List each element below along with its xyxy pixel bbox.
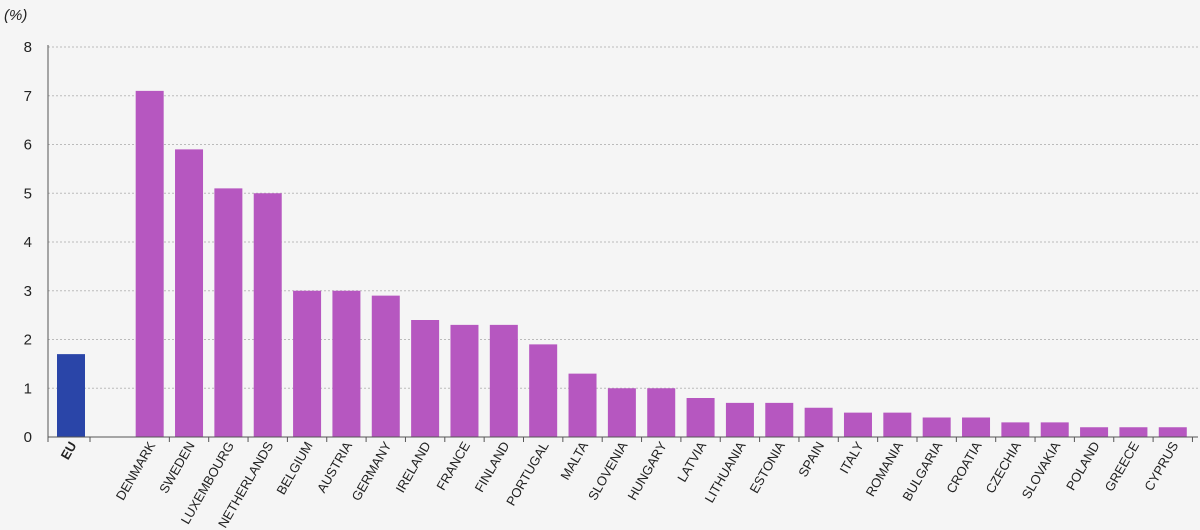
x-category-label: EU	[58, 439, 80, 462]
x-category-label: SPAIN	[795, 439, 827, 479]
y-tick-label: 3	[24, 283, 32, 300]
y-axis-unit-label: (%)	[4, 7, 27, 24]
bar-eu	[57, 354, 85, 437]
bar-sweden	[175, 149, 204, 437]
x-category-label: MALTA	[557, 439, 591, 483]
x-category-label: DENMARK	[113, 439, 159, 503]
bar-romania	[883, 412, 912, 437]
bar-luxembourg	[214, 188, 243, 437]
x-category-label: ITALY	[836, 439, 866, 476]
bar-slovenia	[607, 388, 636, 437]
x-category-label: CZECHIA	[982, 439, 1024, 496]
axes	[47, 45, 1198, 442]
x-category-label: CROATIA	[943, 439, 985, 496]
y-axis-tick-labels: 0 1 2 3 4 5 6 7 8	[24, 39, 32, 446]
bar-portugal	[529, 344, 558, 437]
bars	[57, 90, 1187, 437]
x-category-label: IRELAND	[393, 439, 434, 495]
bar-croatia	[962, 417, 991, 437]
x-category-label: SWEDEN	[156, 439, 198, 496]
x-category-label: AUSTRIA	[314, 439, 355, 496]
x-category-label: GERMANY	[349, 439, 395, 504]
y-tick-label: 2	[24, 332, 32, 349]
bar-netherlands	[253, 193, 282, 437]
bar-czechia	[1001, 422, 1030, 437]
bar-estonia	[765, 402, 794, 437]
y-tick-label: 6	[24, 137, 32, 154]
x-category-label: BULGARIA	[899, 439, 945, 504]
y-tick-label: 0	[24, 429, 32, 446]
x-category-label: BELGIUM	[273, 439, 315, 497]
x-category-label: SLOVAKIA	[1019, 439, 1064, 502]
bar-hungary	[647, 388, 676, 437]
x-category-label: POLAND	[1063, 439, 1103, 493]
bar-belgium	[293, 290, 322, 437]
bar-france	[450, 324, 479, 437]
x-category-label: SLOVENIA	[585, 439, 631, 503]
bar-spain	[804, 407, 833, 437]
x-category-label: FRANCE	[433, 439, 473, 493]
bar-ireland	[411, 320, 440, 437]
bar-cyprus	[1158, 427, 1187, 437]
x-category-label: LATVIA	[674, 439, 709, 485]
y-tick-label: 7	[24, 88, 32, 105]
bar-italy	[843, 412, 872, 437]
bar-greece	[1119, 427, 1148, 437]
bar-austria	[332, 290, 361, 437]
y-tick-label: 5	[24, 185, 32, 202]
x-category-label: FINLAND	[472, 439, 513, 495]
x-category-label: LITHUANIA	[702, 439, 749, 506]
y-tick-label: 8	[24, 39, 32, 56]
bar-germany	[371, 295, 400, 437]
y-tick-label: 1	[24, 380, 32, 397]
bar-slovakia	[1040, 422, 1069, 437]
bar-lithuania	[725, 402, 754, 437]
x-category-label: ROMANIA	[863, 439, 906, 499]
y-tick-label: 4	[24, 234, 32, 251]
bar-denmark	[135, 90, 164, 437]
x-category-label: GREECE	[1102, 439, 1143, 494]
x-axis-category-labels: EU DENMARKSWEDENLUXEMBOURGNETHERLANDSBELG…	[58, 439, 1182, 530]
x-category-label: ESTONIA	[746, 439, 788, 496]
bar-bulgaria	[922, 417, 951, 437]
bar-malta	[568, 373, 597, 437]
bar-latvia	[686, 398, 715, 437]
x-category-label: CYPRUS	[1141, 439, 1181, 494]
x-category-label: HUNGARY	[624, 439, 670, 503]
bar-poland	[1080, 427, 1109, 437]
bar-finland	[489, 324, 518, 437]
